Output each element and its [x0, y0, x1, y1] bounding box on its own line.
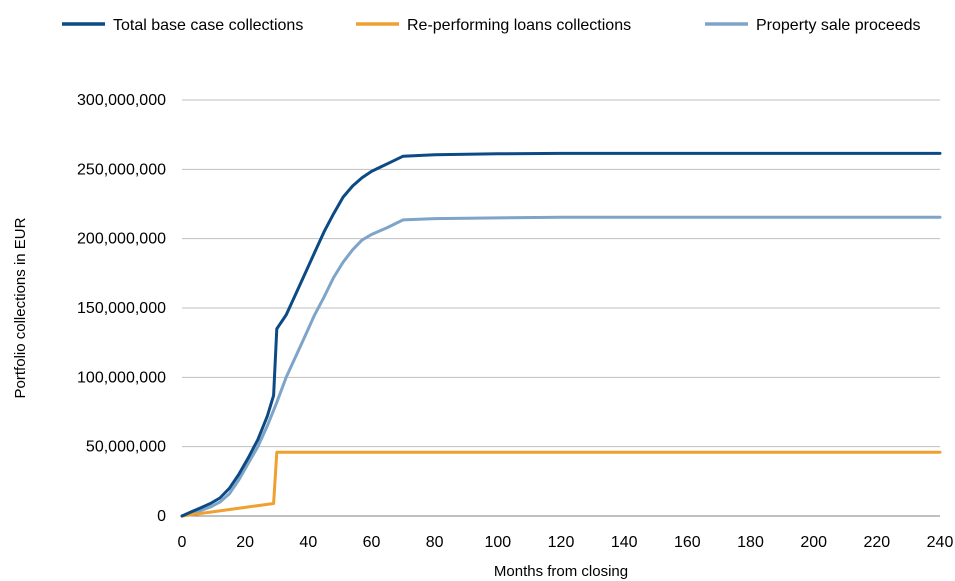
x-tick-label: 160 [674, 534, 701, 551]
x-tick-label: 40 [299, 534, 317, 551]
legend-label: Re-performing loans collections [407, 17, 631, 34]
series-line-3 [180, 215, 942, 518]
x-tick-label: 60 [363, 534, 381, 551]
x-tick-label: 100 [484, 534, 511, 551]
series-line-2 [180, 450, 942, 518]
y-tick-label: 200,000,000 [77, 231, 166, 248]
x-tick-label: 0 [178, 534, 187, 551]
x-tick-label: 20 [236, 534, 254, 551]
series-lines [180, 151, 942, 518]
y-tick-label: 0 [157, 508, 166, 525]
gridlines [182, 99, 940, 517]
chart-legend: Total base case collections Re-performing… [62, 17, 921, 34]
y-tick-label: 300,000,000 [77, 92, 166, 109]
x-axis-ticks: 0 20 40 60 80 100 120 140 160 180 200 220 240 [178, 534, 954, 551]
y-axis-title: Portfolio collections in EUR [12, 217, 29, 398]
y-tick-label: 100,000,000 [77, 369, 166, 386]
y-tick-label: 150,000,000 [77, 300, 166, 317]
x-tick-label: 80 [426, 534, 444, 551]
y-tick-label: 50,000,000 [86, 439, 166, 456]
legend-label: Property sale proceeds [756, 17, 921, 34]
series-line-1 [180, 151, 942, 518]
x-tick-label: 180 [737, 534, 764, 551]
x-tick-label: 220 [863, 534, 890, 551]
x-tick-label: 140 [611, 534, 638, 551]
x-tick-label: 240 [927, 534, 954, 551]
y-axis-ticks: 0 50,000,000 100,000,000 150,000,000 200,000… [77, 92, 166, 525]
y-tick-label: 250,000,000 [77, 161, 166, 178]
x-tick-label: 200 [800, 534, 827, 551]
x-tick-label: 120 [548, 534, 575, 551]
legend-label: Total base case collections [113, 17, 303, 34]
x-axis-title: Months from closing [494, 563, 628, 580]
